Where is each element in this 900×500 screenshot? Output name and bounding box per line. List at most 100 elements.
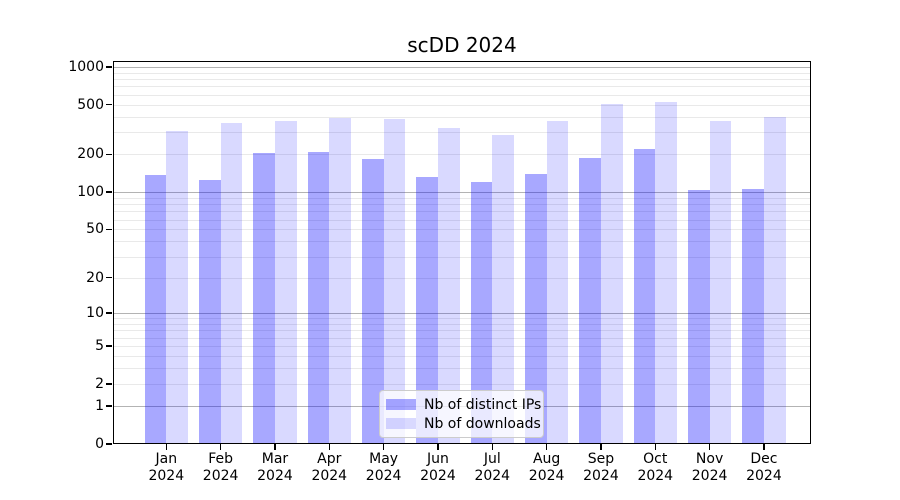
x-axis-tick-label-line: 2024: [746, 468, 782, 484]
x-axis-tick: [763, 444, 765, 450]
y-axis-tick-label: 100: [77, 184, 104, 201]
minor-gridline: [114, 277, 810, 279]
x-axis-tick: [545, 444, 548, 450]
bar-downloads: [600, 103, 623, 444]
y-axis-tick-label: 20: [86, 269, 104, 286]
y-axis-tick: [106, 153, 112, 156]
minor-gridline: [114, 104, 810, 106]
x-axis-tick-label-line: 2024: [474, 468, 511, 484]
y-axis-tick: [106, 443, 112, 445]
minor-gridline: [114, 219, 810, 221]
legend-swatch-downloads: [386, 418, 416, 429]
y-axis-tick-label: 50: [86, 221, 104, 238]
x-axis-tick-label-line: 2024: [528, 468, 565, 484]
x-axis-tick-label-line: 2024: [202, 468, 239, 484]
y-axis-tick-label: 500: [77, 96, 104, 113]
minor-gridline: [114, 154, 810, 156]
bar-distinct-ips: [524, 174, 547, 444]
legend-swatch-distinct-ips: [386, 399, 416, 410]
x-axis-tick: [165, 444, 167, 450]
x-axis-tick: [708, 444, 711, 450]
minor-gridline: [114, 94, 810, 96]
bar-downloads: [274, 121, 297, 444]
x-axis-tick: [437, 444, 439, 450]
x-axis-tick-label: Mar 2024: [235, 451, 315, 485]
major-gridline: [114, 66, 810, 68]
x-axis-tick-label: Dec 2024: [724, 451, 804, 485]
minor-gridline: [114, 346, 810, 348]
bar-downloads: [383, 119, 406, 444]
x-axis-tick-label-line: Sep: [587, 451, 615, 467]
x-axis-tick-label-line: 2024: [691, 468, 728, 484]
minor-gridline: [114, 337, 810, 339]
bar-distinct-ips: [144, 175, 167, 444]
x-axis-tick: [274, 444, 276, 450]
y-axis-tick: [106, 66, 112, 68]
x-axis-tick-label: Feb 2024: [181, 451, 261, 485]
y-axis-tick-label: 200: [77, 146, 104, 163]
x-axis-tick: [600, 444, 602, 450]
bar-distinct-ips: [742, 188, 764, 444]
y-axis-tick: [106, 345, 112, 347]
x-axis-tick-label-line: Oct: [643, 451, 668, 467]
x-axis-tick-label-line: 2024: [365, 468, 402, 484]
x-axis-tick-label-line: 2024: [583, 468, 619, 484]
minor-gridline: [114, 116, 810, 118]
x-axis-tick-label-line: 2024: [311, 468, 348, 484]
legend-item-downloads: Nb of downloads: [386, 416, 541, 432]
x-axis-tick: [219, 444, 222, 450]
x-axis-tick-label: Nov 2024: [670, 451, 750, 485]
minor-gridline: [114, 132, 810, 134]
x-axis-tick: [654, 444, 656, 450]
minor-gridline: [114, 356, 810, 358]
x-axis-tick-label-line: 2024: [257, 468, 293, 484]
minor-gridline: [114, 241, 810, 243]
bar-downloads: [329, 118, 351, 444]
x-axis-tick-label-line: Nov: [695, 451, 724, 467]
x-axis-tick-label-line: 2024: [148, 468, 185, 484]
bar-downloads: [763, 116, 786, 444]
x-axis-tick: [328, 444, 330, 450]
minor-gridline: [114, 256, 810, 258]
y-axis-tick-label: 0: [95, 436, 104, 452]
bar-distinct-ips: [361, 158, 384, 444]
minor-gridline: [114, 330, 810, 332]
x-axis-tick-label: Jun 2024: [398, 451, 478, 485]
y-axis-tick-label: 10: [86, 305, 104, 322]
minor-gridline: [114, 368, 810, 370]
minor-gridline: [114, 197, 810, 199]
x-axis-tick-label-line: Apr: [317, 451, 342, 467]
legend-label-distinct-ips: Nb of distinct IPs: [424, 396, 542, 413]
bar-downloads: [166, 130, 188, 444]
x-axis-tick-label-line: Aug: [532, 451, 561, 467]
x-axis-tick-label-line: May: [369, 451, 399, 467]
bar-distinct-ips: [687, 190, 710, 444]
minor-gridline: [114, 324, 810, 326]
bar-distinct-ips: [253, 153, 275, 444]
x-axis-tick: [382, 444, 385, 450]
bar-downloads: [546, 121, 569, 444]
x-axis-tick-label-line: 2024: [420, 468, 456, 484]
bar-downloads: [709, 121, 732, 444]
bar-downloads: [655, 101, 677, 444]
x-axis-tick-label: Apr 2024: [289, 451, 369, 485]
minor-gridline: [114, 229, 810, 231]
x-axis-tick-label: Aug 2024: [507, 451, 587, 485]
x-axis-tick-label-line: Mar: [261, 451, 289, 467]
bar-downloads: [220, 122, 243, 444]
x-axis-tick-label-line: Dec: [750, 451, 778, 467]
minor-gridline: [114, 86, 810, 88]
x-axis-tick-label-line: Jan: [155, 451, 178, 467]
bar-distinct-ips: [579, 157, 601, 444]
legend-label-downloads: Nb of downloads: [424, 415, 541, 432]
x-axis-tick-label: May 2024: [344, 451, 424, 485]
y-axis-tick: [106, 103, 112, 106]
y-axis-tick-label: 1: [95, 398, 104, 415]
bar-downloads: [437, 128, 460, 444]
x-axis-tick: [491, 444, 493, 450]
x-axis-tick-label: Sep 2024: [561, 451, 641, 485]
chart-title: scDD 2024: [407, 33, 517, 57]
legend-item-distinct-ips: Nb of distinct IPs: [386, 397, 541, 413]
bar-distinct-ips: [416, 177, 438, 444]
